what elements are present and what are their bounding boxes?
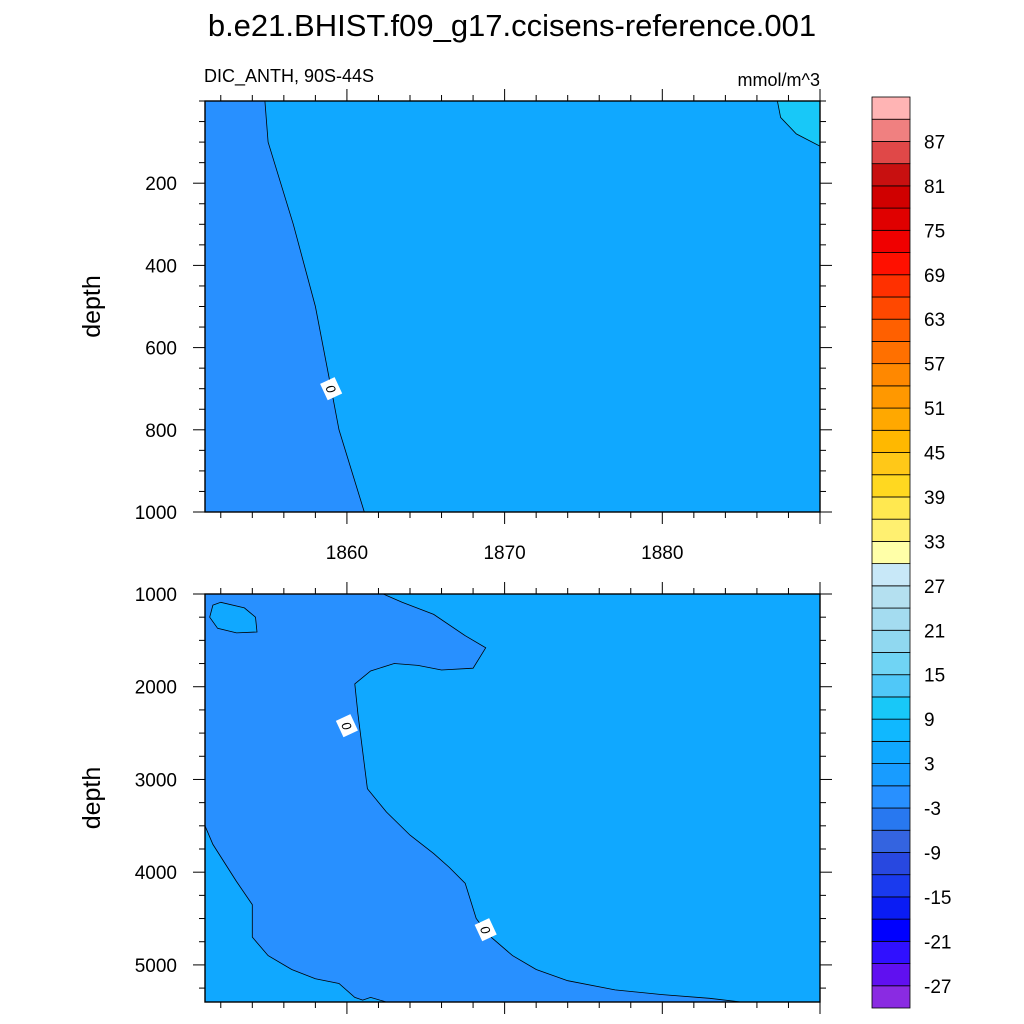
panel-lower: 0 0 1000 2000 3000 4000 5000 depth [78,582,832,1014]
colorbar-box [871,563,911,587]
colorbar-label: 45 [924,444,945,465]
colorbar-label: 9 [924,710,935,731]
colorbar-box [871,363,911,387]
x-tick-label: 1860 [326,543,368,564]
colorbar-box [871,341,911,365]
colorbar-label: 51 [924,399,945,420]
colorbar-label: 69 [924,266,945,287]
contour-region-3 [209,601,258,634]
colorbar-box [871,318,911,342]
colorbar-box [871,407,911,431]
x-tick-label: 1880 [641,543,683,564]
y-tick-label: 5000 [135,956,177,977]
colorbar-box [871,496,911,520]
contour-region-1 [205,594,742,1002]
colorbar-box [871,874,911,898]
colorbar-label: -15 [924,888,951,909]
contour-region-1 [205,101,365,512]
colorbar-box [871,96,911,120]
plot-area [205,594,820,1002]
colorbar-box [871,540,911,565]
colorbar-label: -9 [924,843,941,864]
colorbar-label: 39 [924,488,945,509]
x-tick-label: 1870 [483,543,525,564]
colorbar-box [871,229,911,253]
contour-label: 0 [335,714,358,738]
y-tick-label: 2000 [135,678,177,699]
colorbar-box [871,852,911,876]
y-tick-label: 200 [145,174,177,195]
y-tick-label: 400 [145,256,177,277]
chart-title: b.e21.BHIST.f09_g17.ccisens-reference.00… [208,8,816,43]
colorbar: -27-21-15-9-3391521273339455157636975818… [871,96,951,1009]
colorbar-label: 81 [924,177,945,198]
colorbar-box [871,674,911,698]
colorbar-box [871,740,911,764]
colorbar-box [871,918,911,942]
panels: 0 1860 1870 1880 200 400 600 800 1000 depth 0 0 1000… [78,89,832,1014]
units-label: mmol/m^3 [738,70,820,90]
colorbar-box [871,652,911,676]
colorbar-box [871,385,911,409]
colorbar-box [871,763,911,787]
y-axis-label: depth [78,275,106,338]
colorbar-box [871,452,911,476]
y-axis-label: depth [78,767,106,830]
panel-upper: 0 1860 1870 1880 200 400 600 800 1000 depth [78,89,832,564]
colorbar-label: 21 [924,621,945,642]
colorbar-label: -27 [924,977,951,998]
plot-area [205,101,820,512]
colorbar-label: -3 [924,799,941,820]
colorbar-box [871,296,911,320]
colorbar-box [871,474,911,498]
colorbar-label: -21 [924,932,951,953]
y-tick-label: 800 [145,421,177,442]
panel-border [204,593,821,1003]
colorbar-box [871,429,911,453]
colorbar-box [871,274,911,298]
colorbar-label: 15 [924,666,945,687]
contour-label: 0 [474,918,497,942]
colorbar-label: 87 [924,132,945,153]
colorbar-label: 27 [924,577,945,598]
colorbar-box [871,629,911,653]
colorbar-box [871,585,911,609]
colorbar-box [871,940,911,964]
colorbar-box [871,829,911,853]
colorbar-box [871,207,911,231]
colorbar-box [871,718,911,742]
contour-region-2 [776,101,820,147]
colorbar-box [871,985,911,1009]
colorbar-box [871,896,911,920]
colorbar-label: 33 [924,532,945,553]
colorbar-box [871,607,911,631]
variable-label: DIC_ANTH, 90S-44S [204,66,374,87]
colorbar-box [871,141,911,165]
contour-label: 0 [320,377,343,401]
y-tick-label: 1000 [135,503,177,524]
contour-region-2 [205,825,387,1002]
y-tick-label: 4000 [135,863,177,884]
colorbar-box [871,696,911,720]
colorbar-box [871,252,911,276]
colorbar-box [871,963,911,987]
y-tick-label: 600 [145,339,177,360]
colorbar-label: 57 [924,355,945,376]
y-tick-label: 1000 [135,585,177,606]
y-tick-label: 3000 [135,770,177,791]
colorbar-label: 63 [924,310,945,331]
colorbar-box [871,163,911,187]
colorbar-box [871,807,911,831]
colorbar-box [871,518,911,542]
colorbar-label: 75 [924,221,945,242]
colorbar-box [871,118,911,142]
colorbar-box [871,185,911,209]
colorbar-box [871,785,911,809]
colorbar-label: 3 [924,755,935,776]
